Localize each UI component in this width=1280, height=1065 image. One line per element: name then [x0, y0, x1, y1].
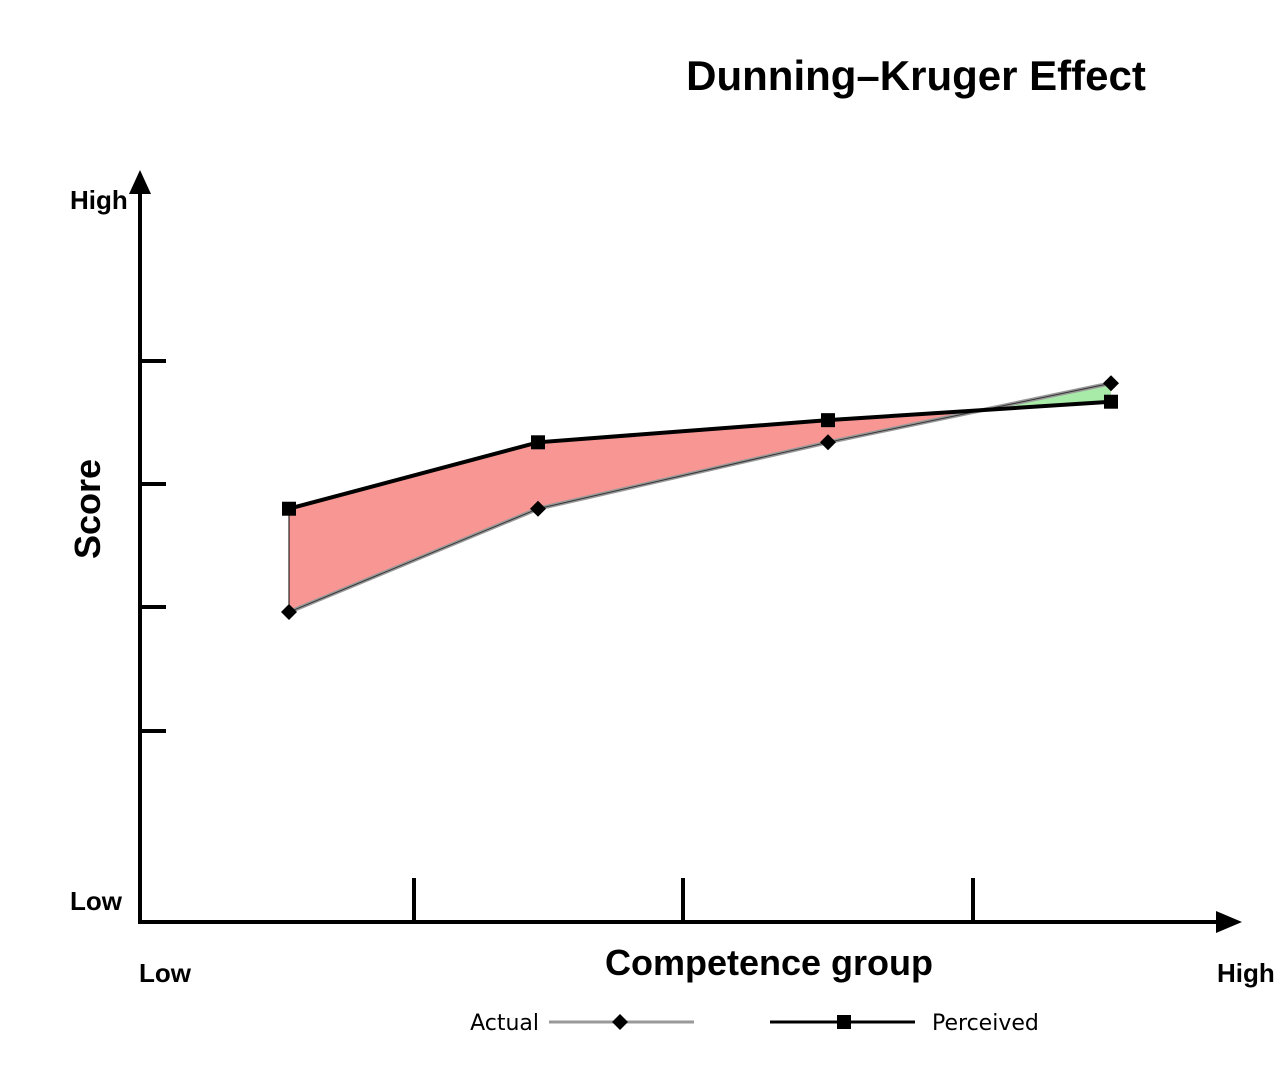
y-axis-high-label: High: [70, 185, 128, 215]
x-axis-arrow: [1216, 911, 1242, 933]
overestimate-fill: [538, 420, 828, 509]
x-axis-high-label: High: [1217, 958, 1275, 988]
legend-label-perceived: Perceived: [932, 1011, 1039, 1036]
perceived-point: [282, 501, 296, 516]
actual-point: [1103, 375, 1119, 392]
actual-point: [530, 500, 546, 517]
legend: Actual Perceived: [470, 1011, 1039, 1036]
y-axis-low-label: Low: [70, 886, 123, 916]
actual-point: [820, 434, 836, 451]
x-axis-low-label: Low: [139, 958, 192, 988]
legend-square-marker: [837, 1015, 851, 1029]
series-lines: [288, 381, 1112, 614]
perceived-point: [1104, 394, 1118, 409]
axes: [129, 170, 1242, 933]
overestimate-fill: [289, 442, 538, 613]
y-axis-arrow: [129, 170, 151, 194]
actual-point: [281, 604, 297, 621]
chart-title: Dunning–Kruger Effect: [686, 52, 1146, 99]
legend-label-actual: Actual: [470, 1011, 539, 1036]
perceived-series-line: [288, 399, 1112, 511]
x-axis-title: Competence group: [605, 942, 933, 983]
legend-diamond-marker: [612, 1014, 628, 1030]
series-markers: [281, 375, 1119, 621]
gap-fills: [288, 383, 1111, 613]
perceived-point: [531, 435, 545, 450]
perceived-point: [821, 413, 835, 428]
y-axis-title: Score: [67, 459, 108, 559]
